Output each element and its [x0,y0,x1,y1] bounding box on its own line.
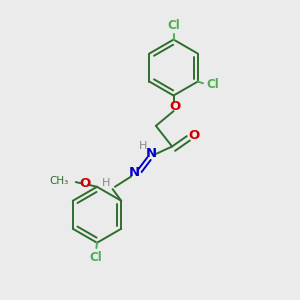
Text: Cl: Cl [206,78,219,91]
Text: N: N [129,167,140,179]
Text: H: H [102,178,110,188]
Text: Cl: Cl [89,251,102,264]
Text: CH₃: CH₃ [49,176,68,186]
Text: H: H [139,141,147,151]
Text: O: O [169,100,180,113]
Text: O: O [79,177,90,190]
Text: N: N [145,147,156,160]
Text: O: O [188,129,200,142]
Text: Cl: Cl [167,19,180,32]
